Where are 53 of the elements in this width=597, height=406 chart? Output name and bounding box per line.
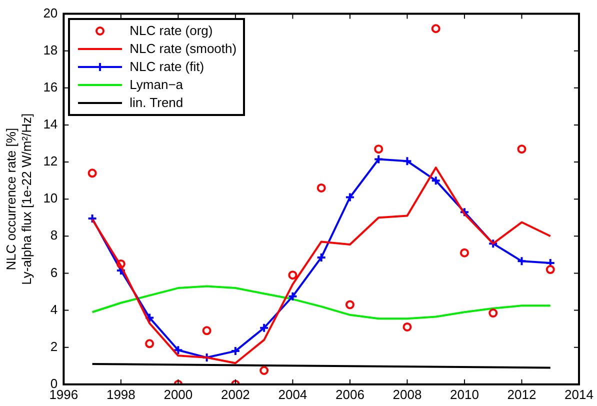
point — [288, 270, 298, 280]
y-tick-label: 14 — [43, 116, 58, 132]
x-tick-label: 2012 — [507, 386, 536, 402]
point — [431, 24, 440, 34]
point — [546, 265, 555, 274]
x-tick-label: 2000 — [164, 386, 193, 402]
x-tick-label: 2014 — [564, 386, 594, 402]
legend-label: NLC rate (fit) — [130, 59, 204, 74]
y-tick-label: 8 — [50, 228, 58, 243]
y-tick-label: 4 — [50, 302, 58, 317]
y-tick-label: 6 — [50, 264, 58, 280]
point — [144, 312, 155, 323]
y-tick-label: 20 — [43, 5, 58, 20]
point — [145, 339, 154, 348]
point — [230, 346, 240, 356]
x-tick-label: 2010 — [450, 386, 479, 402]
point — [116, 259, 126, 268]
point — [374, 154, 384, 164]
point — [517, 144, 526, 154]
point — [430, 176, 441, 186]
y-tick-label: 12 — [43, 154, 58, 169]
point — [88, 168, 97, 178]
legend-label: Lyman−a — [130, 77, 184, 92]
point — [344, 192, 355, 202]
y-tick-label: 2 — [50, 338, 58, 354]
point — [260, 366, 269, 376]
point — [488, 238, 498, 249]
legend-label: lin. Trend — [130, 95, 184, 110]
y-axis-title: NLC occurrence rate [%] Ly-alpha flux [1e-22 W/m²/Hz] — [3, 113, 34, 285]
y-tick-label: 10 — [43, 190, 58, 206]
point — [402, 156, 412, 166]
legend-label: NLC rate (smooth) — [130, 41, 237, 56]
point — [488, 308, 498, 318]
x-tick-label: 2004 — [278, 386, 308, 402]
x-tick-label: 1998 — [106, 386, 136, 402]
point — [202, 326, 212, 336]
point — [288, 291, 298, 302]
point — [374, 144, 384, 154]
y-tick-label: 16 — [43, 80, 58, 94]
point — [460, 248, 469, 258]
point — [402, 322, 412, 332]
point — [516, 256, 527, 266]
point — [259, 322, 270, 333]
point — [173, 345, 184, 356]
point — [316, 183, 326, 192]
point — [345, 300, 354, 310]
legend-label: NLC rate (org) — [130, 23, 213, 38]
x-tick-label: 2006 — [336, 386, 364, 402]
y-tick-label: 18 — [43, 42, 58, 58]
point — [316, 252, 326, 262]
x-tick-label: 2008 — [392, 386, 422, 402]
point — [459, 207, 470, 218]
x-tick-label: 2002 — [220, 386, 250, 402]
